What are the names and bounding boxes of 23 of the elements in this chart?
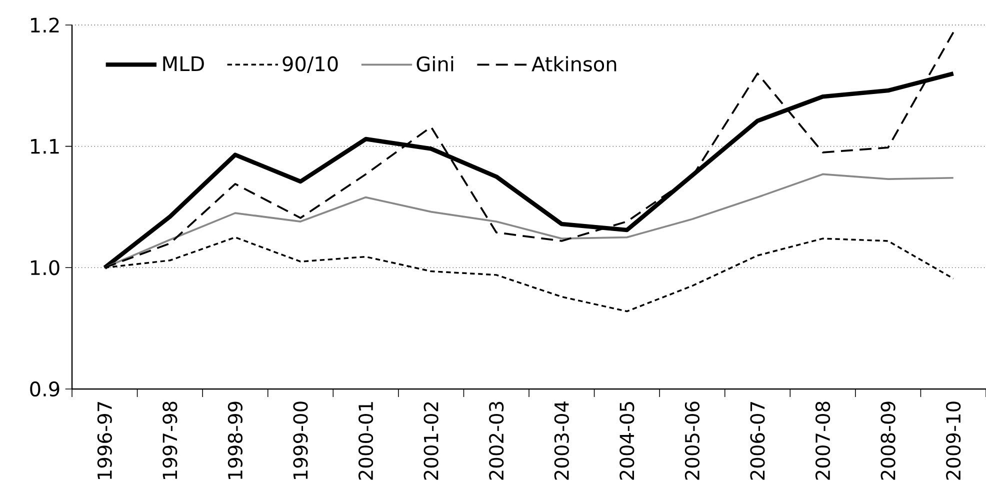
x-tick-label: 2007-08	[815, 402, 830, 480]
x-tick-label: 2005-06	[684, 402, 700, 480]
x-tick-label: 2008-09	[880, 402, 896, 480]
x-tick-label: 1998-99	[228, 402, 243, 480]
legend-label: 90/10	[282, 56, 338, 73]
legend-label: Atkinson	[532, 56, 616, 72]
x-tick-label: 2004-05	[620, 402, 634, 480]
x-tick-label: 1996-97	[97, 402, 112, 480]
x-tick-label: 2002-03	[489, 402, 504, 480]
x-tick-label: 1999-00	[293, 402, 308, 480]
x-tick-label: 1997-98	[162, 402, 178, 480]
y-tick-label: 1.2	[31, 18, 59, 32]
y-tick-label: 1.1	[31, 139, 59, 154]
legend-label: MLD	[163, 56, 204, 71]
x-tick-label: 2009-10	[946, 402, 961, 480]
y-tick-label: 0.9	[30, 381, 60, 397]
y-tick-label: 1.0	[31, 260, 60, 276]
line-series	[104, 173, 954, 269]
x-tick-label: 2001-02	[424, 402, 438, 480]
x-tick-label: 2006-07	[750, 402, 765, 480]
x-tick-label: 2003-04	[554, 401, 569, 480]
x-tick-label: 2000-01	[358, 402, 374, 480]
legend-label: Gini	[416, 56, 454, 72]
